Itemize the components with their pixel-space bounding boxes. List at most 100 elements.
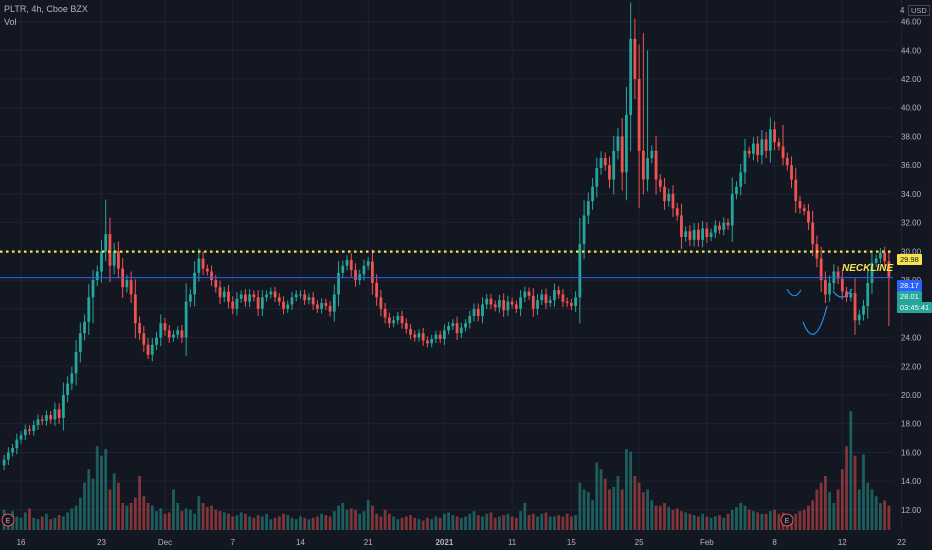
volume-bar <box>735 507 738 530</box>
candle-body <box>332 294 336 312</box>
candle-body <box>49 415 53 420</box>
candle-body <box>586 201 590 216</box>
candle-body <box>231 301 235 309</box>
candle-body <box>260 297 264 309</box>
volume-bar <box>468 513 472 530</box>
x-tick-label: 7 <box>230 538 235 547</box>
candle-body <box>11 448 14 453</box>
candle-body <box>299 294 302 296</box>
volume-bar <box>286 515 290 530</box>
candle-body <box>112 251 116 266</box>
x-tick-label: 15 <box>567 538 576 547</box>
candle-body <box>53 409 57 420</box>
candle-body <box>354 270 357 281</box>
candle-body <box>193 272 197 295</box>
volume-bar <box>315 516 319 530</box>
candle-body <box>214 280 218 288</box>
currency-label[interactable]: USD <box>908 5 930 16</box>
candle-body <box>290 297 294 305</box>
volume-bar <box>214 509 218 530</box>
volume-label[interactable]: Vol <box>4 17 17 27</box>
volume-bar <box>696 516 700 530</box>
candle-body <box>680 215 683 237</box>
volume-bar <box>91 478 95 530</box>
y-tick-label: 14.00 <box>901 477 922 486</box>
candle-body <box>277 297 281 302</box>
volume-bar <box>239 512 243 530</box>
volume-bar <box>61 516 65 530</box>
volume-bar <box>366 500 370 530</box>
candle-body <box>752 143 755 154</box>
x-tick-label: 23 <box>97 538 106 547</box>
volume-bar <box>176 503 180 530</box>
volume-bar <box>248 516 252 530</box>
volume-bar <box>455 516 459 530</box>
volume-bar <box>70 508 74 530</box>
volume-bar <box>32 517 36 530</box>
candle-body <box>371 261 374 283</box>
x-tick-label: Feb <box>700 538 714 547</box>
volume-bar <box>235 515 239 530</box>
volume-bar <box>447 512 451 530</box>
volume-bar <box>328 516 332 530</box>
volume-bar <box>569 516 573 530</box>
volume-bar <box>307 519 311 530</box>
candle-body <box>320 303 324 309</box>
volume-bar <box>125 505 129 530</box>
volume-bar <box>688 513 692 530</box>
candle-body <box>100 251 103 272</box>
candle-body <box>104 234 108 252</box>
volume-bar <box>654 505 658 530</box>
candle-body <box>409 328 412 335</box>
scale-mode-digit[interactable]: 4 <box>900 6 905 15</box>
volume-bar <box>811 500 815 530</box>
volume-bar <box>506 513 510 530</box>
candle-body <box>582 215 586 245</box>
earnings-event-marker: E <box>1 513 15 527</box>
candle-body <box>244 294 247 302</box>
x-tick-label: 11 <box>508 538 517 547</box>
volume-bar <box>472 511 476 530</box>
candle-body <box>536 300 539 309</box>
candle-body <box>489 298 493 305</box>
x-tick-label: 2021 <box>435 538 453 547</box>
volume-bar <box>760 513 764 530</box>
volume-bar <box>282 513 285 530</box>
volume-bar <box>227 513 230 530</box>
volume-bar <box>434 516 438 530</box>
candle-body <box>421 333 425 341</box>
candle-body <box>239 294 243 299</box>
volume-bar <box>36 519 40 530</box>
y-tick-label: 40.00 <box>901 104 922 113</box>
candle-body <box>641 150 645 180</box>
volume-bar <box>701 513 705 530</box>
y-tick-label: 12.00 <box>901 506 922 515</box>
time-axis[interactable]: 16 23 Dec 7 14 21 2021 11 15 25 Feb 8 12 22 <box>17 538 907 547</box>
candle-body <box>400 315 404 324</box>
symbol-title[interactable]: PLTR, 4h, Cboe BZX <box>4 4 88 14</box>
candle-body <box>773 129 776 143</box>
volume-bar <box>142 496 146 530</box>
volume-bar <box>671 509 675 530</box>
volume-bar <box>371 505 374 530</box>
volume-bar <box>138 476 141 530</box>
volume-bar <box>188 509 192 530</box>
candle-body <box>760 139 764 156</box>
y-tick-label: 46.00 <box>901 18 922 27</box>
volume-bar <box>730 509 734 530</box>
volume-bar <box>40 516 44 530</box>
candle-body <box>70 373 74 384</box>
price-axis[interactable]: 12.0014.0016.0018.0020.0022.0024.0026.00… <box>901 18 922 515</box>
volume-bar <box>489 512 493 530</box>
volume-bar <box>633 476 637 530</box>
volume-bar <box>574 515 578 530</box>
candle-body <box>519 297 522 309</box>
candle-body <box>502 300 506 311</box>
volume-bar <box>718 515 721 530</box>
candle-body <box>404 323 408 329</box>
candle-body <box>426 340 429 344</box>
candle-body <box>840 278 844 292</box>
volume-bar <box>45 513 48 530</box>
volume-bar <box>256 515 260 530</box>
